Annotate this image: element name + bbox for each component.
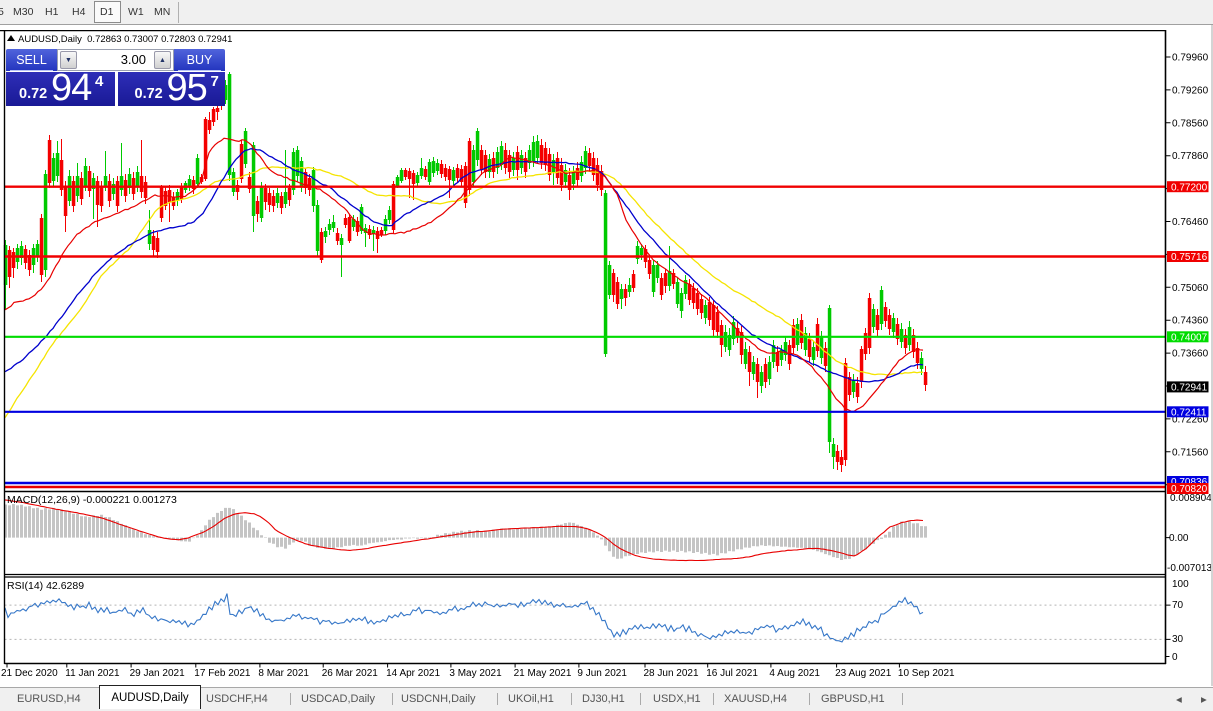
svg-text:0.72260: 0.72260 bbox=[1172, 414, 1209, 425]
svg-text:0.70836: 0.70836 bbox=[1171, 477, 1208, 488]
svg-text:10 Sep 2021: 10 Sep 2021 bbox=[898, 668, 955, 679]
svg-text:14 Apr 2021: 14 Apr 2021 bbox=[386, 668, 440, 679]
svg-text:0.78560: 0.78560 bbox=[1172, 118, 1209, 129]
svg-text:0: 0 bbox=[1172, 652, 1178, 663]
svg-text:0.008904: 0.008904 bbox=[1170, 493, 1212, 504]
svg-text:0.77860: 0.77860 bbox=[1172, 151, 1209, 162]
svg-text:0.71560: 0.71560 bbox=[1172, 447, 1209, 458]
svg-text:4 Aug 2021: 4 Aug 2021 bbox=[769, 668, 820, 679]
svg-text:11 Jan 2021: 11 Jan 2021 bbox=[65, 668, 120, 679]
svg-text:RSI(14) 42.6289: RSI(14) 42.6289 bbox=[7, 580, 84, 592]
svg-text:30: 30 bbox=[1172, 634, 1184, 645]
svg-text:0.76460: 0.76460 bbox=[1172, 217, 1209, 228]
svg-text:17 Feb 2021: 17 Feb 2021 bbox=[194, 668, 251, 679]
svg-text:0.77200: 0.77200 bbox=[1171, 182, 1208, 193]
svg-text:100: 100 bbox=[1172, 579, 1189, 590]
svg-text:0.74007: 0.74007 bbox=[1171, 333, 1208, 344]
svg-text:3 May 2021: 3 May 2021 bbox=[449, 668, 502, 679]
svg-text:70: 70 bbox=[1172, 600, 1184, 611]
svg-text:0.74360: 0.74360 bbox=[1172, 316, 1209, 327]
svg-text:0.72411: 0.72411 bbox=[1171, 408, 1207, 419]
svg-text:29 Jan 2021: 29 Jan 2021 bbox=[130, 668, 185, 679]
svg-text:28 Jun 2021: 28 Jun 2021 bbox=[644, 668, 699, 679]
svg-text:23 Aug 2021: 23 Aug 2021 bbox=[835, 668, 892, 679]
svg-text:0.75060: 0.75060 bbox=[1172, 283, 1209, 294]
svg-text:21 Dec 2020: 21 Dec 2020 bbox=[1, 668, 58, 679]
svg-text:0.75716: 0.75716 bbox=[1171, 252, 1208, 263]
svg-text:0.73660: 0.73660 bbox=[1172, 349, 1209, 360]
svg-text:21 May 2021: 21 May 2021 bbox=[514, 668, 572, 679]
svg-text:0.79960: 0.79960 bbox=[1172, 53, 1209, 64]
svg-text:9 Jun 2021: 9 Jun 2021 bbox=[577, 668, 627, 679]
svg-text:8 Mar 2021: 8 Mar 2021 bbox=[258, 668, 309, 679]
svg-text:-0.007013: -0.007013 bbox=[1167, 563, 1212, 574]
svg-text:0.00: 0.00 bbox=[1169, 533, 1189, 544]
svg-text:16 Jul 2021: 16 Jul 2021 bbox=[706, 668, 758, 679]
svg-text:MACD(12,26,9) -0.000221 0.0012: MACD(12,26,9) -0.000221 0.001273 bbox=[7, 494, 177, 506]
svg-text:0.79260: 0.79260 bbox=[1172, 85, 1209, 96]
svg-text:26 Mar 2021: 26 Mar 2021 bbox=[322, 668, 379, 679]
svg-text:0.72941: 0.72941 bbox=[1171, 383, 1208, 394]
svg-text:0.70820: 0.70820 bbox=[1171, 484, 1208, 495]
